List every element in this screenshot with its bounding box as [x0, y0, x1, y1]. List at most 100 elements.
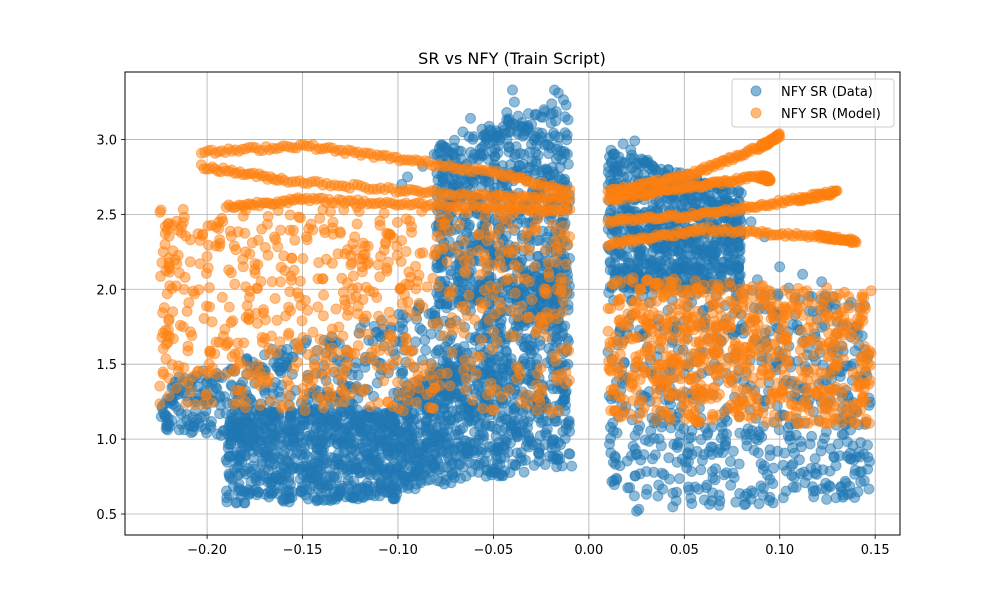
model-point: [225, 267, 237, 279]
model-point: [213, 223, 225, 235]
plot-area: −0.20 −0.15 −0.10 −0.05 0.00 0.05 0.10 0.15 0.5…: [96, 71, 901, 558]
model-point: [378, 207, 390, 219]
data-point: [457, 126, 469, 138]
data-point: [431, 465, 443, 477]
data-point: [532, 149, 544, 161]
data-point: [514, 159, 526, 171]
data-point: [728, 472, 740, 483]
model-point: [463, 289, 475, 301]
model-point: [501, 214, 513, 226]
model-point: [254, 399, 266, 411]
data-point: [464, 456, 475, 468]
data-point: [673, 437, 685, 448]
data-point: [753, 498, 765, 510]
data-point: [479, 367, 491, 378]
data-point: [163, 418, 175, 430]
data-point: [733, 262, 745, 274]
model-point: [229, 348, 241, 360]
data-point: [467, 133, 479, 145]
data-point: [420, 344, 432, 356]
data-point: [360, 448, 372, 460]
data-point: [441, 461, 453, 473]
data-point: [725, 456, 736, 467]
model-point: [177, 373, 189, 385]
model-point: [483, 314, 495, 326]
data-point: [478, 149, 490, 161]
model-point: [155, 204, 167, 216]
model-point: [237, 261, 249, 273]
model-point: [154, 380, 166, 392]
data-point: [511, 430, 523, 442]
data-point: [170, 401, 182, 412]
model-point: [201, 267, 212, 279]
data-point: [264, 457, 276, 469]
model-point: [473, 228, 485, 240]
data-point: [242, 463, 254, 474]
data-point: [316, 424, 328, 436]
data-point: [366, 436, 378, 448]
data-point: [221, 456, 233, 468]
model-point: [467, 394, 479, 406]
data-point: [542, 139, 554, 151]
model-point: [319, 370, 331, 382]
data-point: [225, 438, 236, 450]
data-point: [527, 439, 539, 451]
data-point: [454, 459, 466, 471]
model-point: [453, 219, 465, 231]
data-point: [233, 485, 245, 497]
data-point: [465, 112, 476, 124]
data-point: [774, 261, 786, 273]
data-point: [316, 436, 328, 448]
data-point: [674, 473, 685, 485]
model-point: [301, 234, 313, 246]
data-point: [790, 429, 802, 441]
model-point: [530, 224, 542, 236]
data-point: [724, 257, 735, 269]
model-point: [206, 316, 218, 328]
model-point: [395, 256, 407, 267]
model-point: [257, 336, 268, 348]
model-point: [486, 343, 498, 355]
data-point: [781, 465, 792, 477]
model-point: [394, 389, 406, 401]
data-point: [234, 455, 246, 466]
data-point: [633, 503, 645, 515]
model-point: [515, 397, 527, 409]
model-point: [284, 224, 296, 236]
data-point: [472, 444, 484, 456]
data-point: [555, 439, 567, 451]
model-point: [302, 349, 314, 360]
model-point: [262, 377, 274, 389]
data-point: [797, 268, 809, 280]
model-point: [251, 376, 262, 388]
model-point: [413, 297, 425, 309]
data-point: [744, 428, 756, 440]
data-point: [462, 416, 473, 428]
data-point: [566, 460, 578, 472]
model-point: [446, 312, 458, 324]
data-point: [214, 408, 226, 420]
data-point: [243, 489, 255, 501]
model-point: [559, 229, 571, 240]
data-point: [485, 357, 497, 369]
data-point: [629, 135, 641, 147]
model-point: [233, 385, 245, 397]
model-point: [296, 315, 308, 327]
data-point: [446, 392, 458, 404]
model-point: [244, 291, 255, 303]
data-point: [681, 256, 693, 268]
model-point: [179, 271, 191, 283]
model-point: [435, 219, 447, 231]
data-point: [608, 148, 620, 160]
model-point: [507, 222, 519, 234]
model-point: [220, 369, 232, 381]
data-point: [528, 459, 540, 471]
model-point: [294, 275, 306, 287]
data-point: [535, 417, 547, 429]
data-point: [338, 409, 349, 421]
data-point: [693, 237, 705, 249]
data-point: [787, 481, 799, 493]
data-point: [175, 408, 187, 420]
model-point: [374, 271, 386, 283]
